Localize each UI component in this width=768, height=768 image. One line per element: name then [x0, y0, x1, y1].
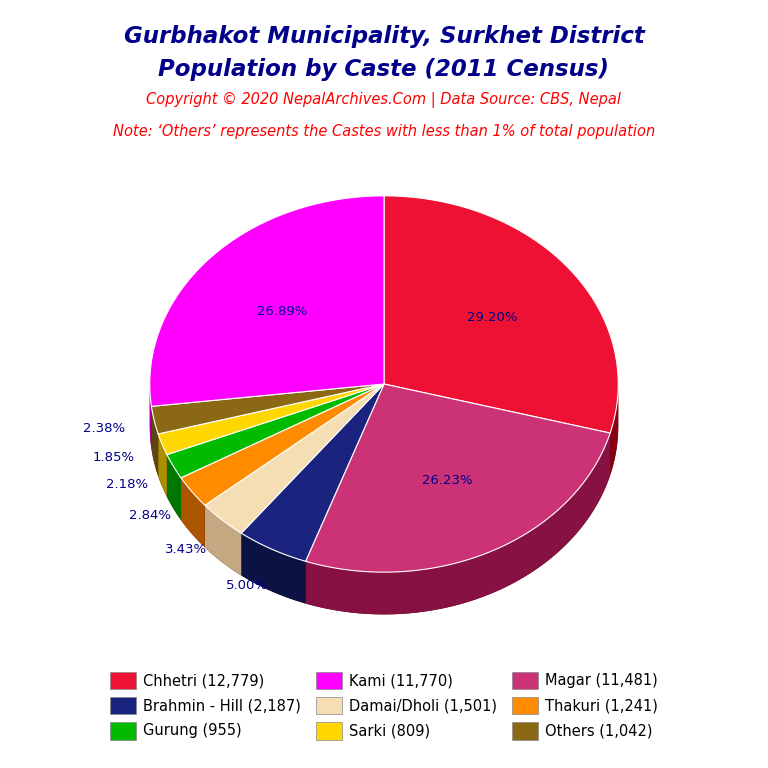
Text: 2.84%: 2.84%: [129, 509, 171, 522]
Polygon shape: [167, 455, 181, 520]
Text: Copyright © 2020 NepalArchives.Com | Data Source: CBS, Nepal: Copyright © 2020 NepalArchives.Com | Dat…: [147, 92, 621, 108]
Polygon shape: [158, 434, 167, 497]
Polygon shape: [150, 384, 618, 614]
Text: 26.23%: 26.23%: [422, 474, 472, 487]
Text: 5.00%: 5.00%: [227, 579, 268, 592]
Polygon shape: [167, 384, 384, 478]
Text: 3.43%: 3.43%: [165, 544, 207, 556]
Polygon shape: [181, 384, 384, 505]
Polygon shape: [241, 533, 306, 604]
Polygon shape: [151, 406, 158, 476]
Polygon shape: [158, 384, 384, 455]
Text: 29.20%: 29.20%: [467, 311, 517, 324]
Polygon shape: [306, 384, 610, 572]
Polygon shape: [384, 196, 618, 433]
Polygon shape: [150, 196, 384, 406]
Legend: Chhetri (12,779), Brahmin - Hill (2,187), Gurung (955), Kami (11,770), Damai/Dho: Chhetri (12,779), Brahmin - Hill (2,187)…: [104, 666, 664, 746]
Text: Gurbhakot Municipality, Surkhet District: Gurbhakot Municipality, Surkhet District: [124, 25, 644, 48]
Polygon shape: [205, 505, 241, 575]
Text: 26.89%: 26.89%: [257, 305, 307, 318]
Text: 2.38%: 2.38%: [82, 422, 124, 435]
Polygon shape: [181, 478, 205, 548]
Polygon shape: [306, 433, 610, 614]
Text: Note: ‘Others’ represents the Castes with less than 1% of total population: Note: ‘Others’ represents the Castes wit…: [113, 124, 655, 140]
Polygon shape: [610, 384, 618, 475]
Text: Population by Caste (2011 Census): Population by Caste (2011 Census): [158, 58, 610, 81]
Polygon shape: [150, 385, 151, 449]
Text: 1.85%: 1.85%: [92, 451, 134, 464]
Polygon shape: [205, 384, 384, 533]
Polygon shape: [151, 384, 384, 434]
Polygon shape: [241, 384, 384, 561]
Text: 2.18%: 2.18%: [106, 478, 148, 491]
